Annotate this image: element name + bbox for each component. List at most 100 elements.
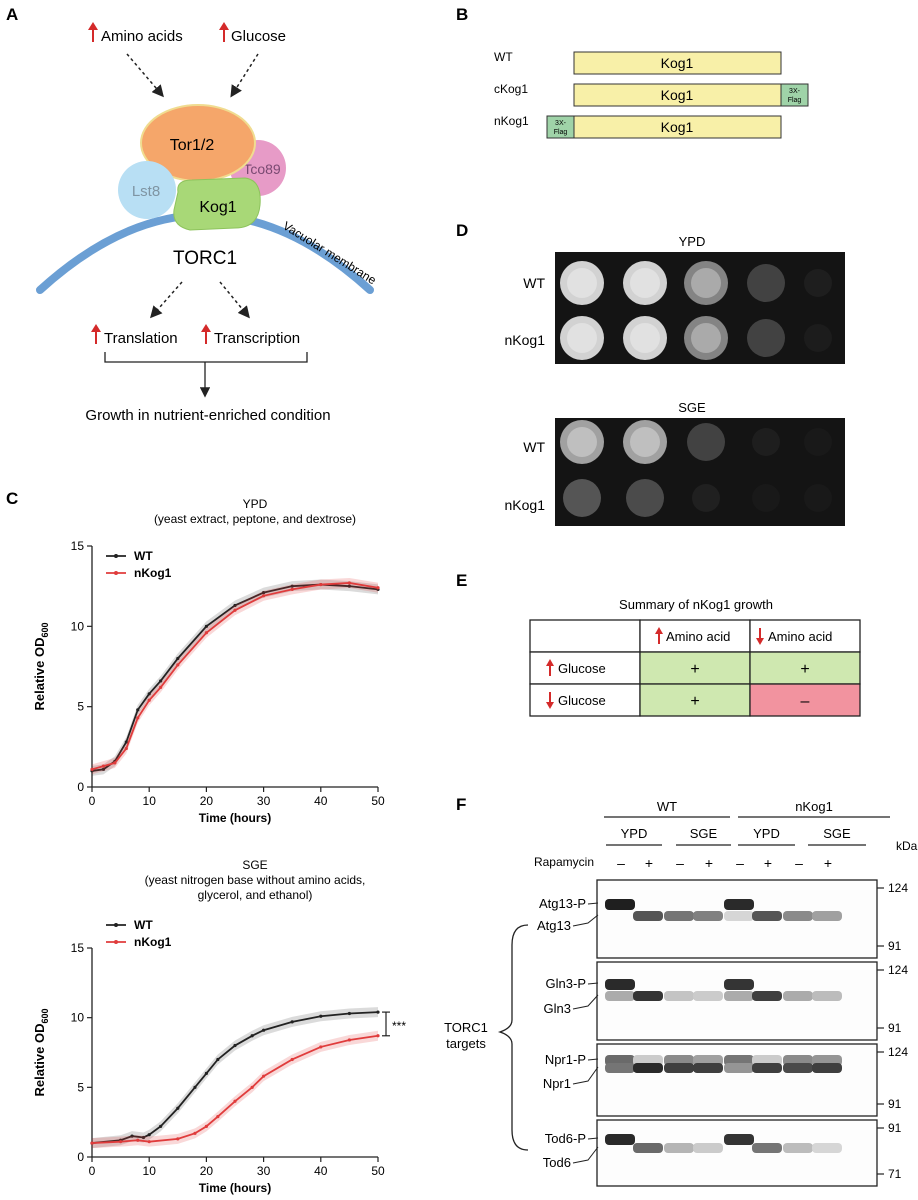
series-error-band [92, 1030, 378, 1149]
yeast-spot-core [691, 323, 721, 353]
yeast-spot [692, 484, 720, 512]
yeast-spot [747, 319, 785, 357]
y-tick-label: 10 [71, 619, 85, 633]
table-col-header: Amino acid [768, 629, 832, 644]
x-tick-label: 40 [314, 794, 328, 808]
data-point [147, 1133, 151, 1137]
series-line [91, 1011, 379, 1144]
summary-title: Summary of nKog1 growth [619, 597, 773, 612]
protein-band [724, 911, 754, 921]
summary-table: Amino acid Amino acid Glucose + + Glucose + – [529, 619, 861, 717]
band-label: Gln3 [544, 1001, 571, 1016]
treatment-sign: + [824, 855, 832, 871]
down-arrow-icon [546, 692, 554, 709]
leader-line [587, 1137, 599, 1140]
protein-band [605, 899, 635, 910]
data-point [233, 1043, 237, 1048]
spot-strain-wt: WT [523, 439, 545, 455]
data-point [233, 1099, 237, 1103]
up-arrow-icon [91, 324, 101, 344]
data-point [216, 1057, 220, 1062]
data-point [147, 1140, 151, 1144]
blot-2: Npr1-P Npr1 124 91 [543, 1043, 908, 1117]
protein-band [693, 1063, 723, 1073]
legend-label: nKog1 [134, 566, 172, 580]
protein-band [812, 1143, 842, 1153]
kda-marker: 71 [888, 1167, 902, 1181]
kda-marker: 91 [888, 1097, 902, 1111]
x-tick-label: 0 [89, 794, 96, 808]
data-point [290, 587, 294, 591]
treatment-sign: + [645, 855, 653, 871]
x-axis-label: Time (hours) [199, 811, 271, 825]
protein-band [605, 1063, 635, 1073]
leader-line [587, 1058, 599, 1061]
yeast-spot [563, 479, 601, 517]
medium-header: YPD [753, 826, 780, 841]
panel-e: E Summary of nKog1 growth Amino acid Amin… [456, 571, 861, 717]
protein-band [783, 1063, 813, 1073]
x-tick-label: 50 [371, 794, 385, 808]
yeast-spot-core [630, 268, 660, 298]
kog1-label: Kog1 [199, 199, 236, 216]
input-amino-acids: Amino acids [101, 28, 183, 45]
output-transcription: Transcription [214, 330, 300, 347]
protein-band [664, 1143, 694, 1153]
dotted-arrow [219, 281, 250, 319]
input-glucose: Glucose [231, 28, 286, 45]
band-label: Atg13 [537, 918, 571, 933]
flag-tag-label: 3X- [789, 88, 801, 95]
x-tick-label: 0 [89, 1164, 96, 1178]
construct-name: WT [494, 50, 513, 64]
growth-chart-1: SGE(yeast nitrogen base without amino ac… [32, 858, 406, 1195]
kda-marker: 124 [888, 963, 908, 977]
data-point [376, 1034, 380, 1038]
panel-d: D YPD SGE WT nKog1 WT nKog1 [456, 221, 845, 526]
growth-chart-0: YPD(yeast extract, peptone, and dextrose… [32, 497, 385, 825]
y-axis-label: Relative OD600 [32, 1008, 50, 1096]
medium-header: SGE [823, 826, 851, 841]
group-label: targets [446, 1036, 486, 1051]
output-translation: Translation [104, 330, 178, 347]
protein-band [752, 1143, 782, 1153]
data-point [233, 608, 237, 612]
yeast-spot-core [630, 427, 660, 457]
protein-band [724, 979, 754, 990]
protein-band [633, 1063, 663, 1073]
tco89-label: Tco89 [243, 161, 281, 177]
protein-band [752, 991, 782, 1001]
data-point [319, 1045, 323, 1049]
treatment-label: Rapamycin [534, 855, 594, 869]
y-tick-label: 15 [71, 941, 85, 955]
group-brace [497, 924, 529, 1151]
data-point [159, 685, 163, 689]
chart-subtitle: glycerol, and ethanol) [198, 888, 313, 902]
data-point [347, 584, 351, 588]
chart-title: YPD [243, 497, 268, 511]
data-point [319, 1014, 323, 1018]
data-point [250, 1034, 254, 1038]
yeast-spot-core [567, 427, 597, 457]
data-point [147, 692, 151, 696]
down-arrow-icon [756, 628, 764, 645]
tor-label: Tor1/2 [170, 137, 215, 154]
data-point [136, 708, 140, 712]
significance-label: *** [392, 1019, 406, 1033]
data-point [376, 1010, 380, 1014]
construct-name: nKog1 [494, 114, 529, 128]
yeast-spot [804, 324, 832, 352]
legend-marker [114, 940, 118, 944]
medium-header: SGE [690, 826, 718, 841]
protein-band [693, 911, 723, 921]
dotted-arrow [126, 53, 164, 98]
treatment-sign: + [764, 855, 772, 871]
protein-label: Kog1 [661, 87, 694, 103]
table-cell [639, 683, 751, 717]
panel-c: C YPD(yeast extract, peptone, and dextro… [6, 489, 406, 1195]
data-point [101, 767, 106, 771]
band-label: Npr1 [543, 1076, 571, 1091]
data-point [347, 1011, 351, 1016]
flag-tag-label: 3X- [555, 120, 567, 127]
band-label-phospho: Atg13-P [539, 896, 586, 911]
legend-marker [114, 554, 118, 558]
